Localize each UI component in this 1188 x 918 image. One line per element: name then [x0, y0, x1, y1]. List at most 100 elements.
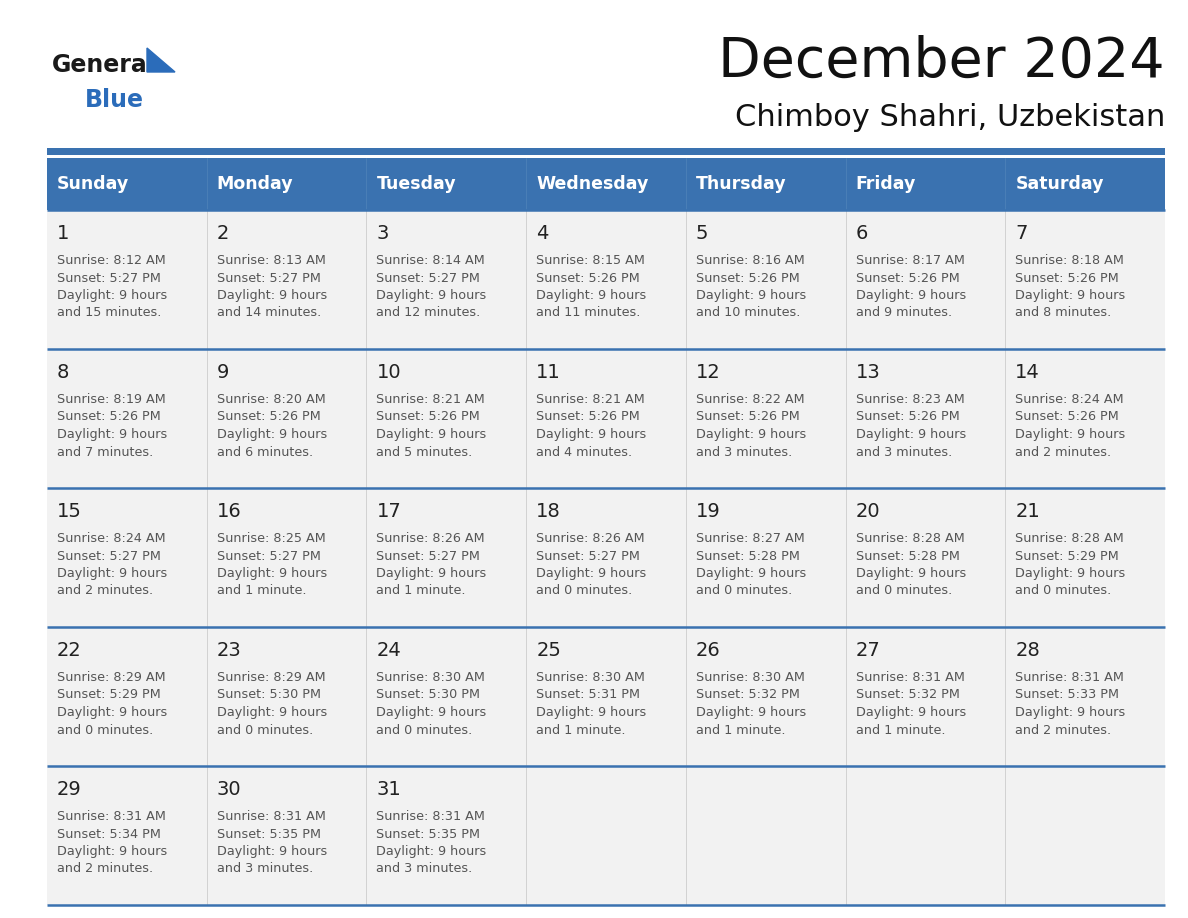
Bar [1005, 766, 1165, 905]
Text: Daylight: 9 hours: Daylight: 9 hours [57, 289, 168, 302]
Text: 8: 8 [57, 363, 69, 382]
Text: Sunrise: 8:30 AM: Sunrise: 8:30 AM [536, 671, 645, 684]
Text: 16: 16 [216, 502, 241, 521]
Text: Sunrise: 8:21 AM: Sunrise: 8:21 AM [536, 393, 645, 406]
Bar [685, 627, 846, 766]
Text: Daylight: 9 hours: Daylight: 9 hours [536, 289, 646, 302]
Text: Sunset: 5:30 PM: Sunset: 5:30 PM [377, 688, 480, 701]
Text: Sunrise: 8:13 AM: Sunrise: 8:13 AM [216, 254, 326, 267]
Text: 17: 17 [377, 502, 402, 521]
Text: 18: 18 [536, 502, 561, 521]
Text: Sunrise: 8:20 AM: Sunrise: 8:20 AM [216, 393, 326, 406]
Text: Sunrise: 8:24 AM: Sunrise: 8:24 AM [1016, 393, 1124, 406]
Text: Daylight: 9 hours: Daylight: 9 hours [855, 289, 966, 302]
Text: Sunrise: 8:19 AM: Sunrise: 8:19 AM [57, 393, 166, 406]
Text: Sunset: 5:26 PM: Sunset: 5:26 PM [57, 410, 160, 423]
Text: Daylight: 9 hours: Daylight: 9 hours [1016, 567, 1125, 580]
Text: Daylight: 9 hours: Daylight: 9 hours [536, 706, 646, 719]
Text: Blue: Blue [86, 88, 144, 112]
Text: and 0 minutes.: and 0 minutes. [57, 723, 153, 736]
Text: 13: 13 [855, 363, 880, 382]
Bar [366, 766, 526, 905]
Text: and 10 minutes.: and 10 minutes. [696, 307, 801, 319]
Text: Sunset: 5:35 PM: Sunset: 5:35 PM [377, 827, 480, 841]
Text: and 6 minutes.: and 6 minutes. [216, 445, 312, 458]
Text: Sunrise: 8:28 AM: Sunrise: 8:28 AM [855, 532, 965, 545]
Text: Sunrise: 8:27 AM: Sunrise: 8:27 AM [696, 532, 804, 545]
Bar [207, 349, 366, 488]
Text: 3: 3 [377, 224, 388, 243]
Bar [48, 148, 1165, 155]
Text: Sunrise: 8:31 AM: Sunrise: 8:31 AM [57, 810, 166, 823]
Text: Sunrise: 8:22 AM: Sunrise: 8:22 AM [696, 393, 804, 406]
Text: Sunset: 5:29 PM: Sunset: 5:29 PM [1016, 550, 1119, 563]
Text: Sunset: 5:29 PM: Sunset: 5:29 PM [57, 688, 160, 701]
Text: Sunday: Sunday [57, 175, 129, 193]
Text: Sunset: 5:26 PM: Sunset: 5:26 PM [1016, 272, 1119, 285]
Text: 29: 29 [57, 780, 82, 799]
Text: Sunrise: 8:26 AM: Sunrise: 8:26 AM [536, 532, 645, 545]
Bar [48, 158, 1165, 210]
Text: Sunrise: 8:12 AM: Sunrise: 8:12 AM [57, 254, 166, 267]
Text: 24: 24 [377, 641, 402, 660]
Text: and 1 minute.: and 1 minute. [855, 723, 946, 736]
Text: and 3 minutes.: and 3 minutes. [377, 863, 473, 876]
Text: Daylight: 9 hours: Daylight: 9 hours [855, 428, 966, 441]
Text: Sunrise: 8:18 AM: Sunrise: 8:18 AM [1016, 254, 1124, 267]
Text: and 2 minutes.: and 2 minutes. [1016, 723, 1112, 736]
Text: 25: 25 [536, 641, 561, 660]
Text: Sunset: 5:27 PM: Sunset: 5:27 PM [216, 272, 321, 285]
Text: 23: 23 [216, 641, 241, 660]
Text: Sunrise: 8:25 AM: Sunrise: 8:25 AM [216, 532, 326, 545]
Text: and 3 minutes.: and 3 minutes. [216, 863, 312, 876]
Text: Sunrise: 8:23 AM: Sunrise: 8:23 AM [855, 393, 965, 406]
Bar [48, 210, 207, 349]
Text: and 14 minutes.: and 14 minutes. [216, 307, 321, 319]
Text: and 2 minutes.: and 2 minutes. [57, 863, 153, 876]
Text: and 9 minutes.: and 9 minutes. [855, 307, 952, 319]
Text: General: General [52, 53, 156, 77]
Text: and 1 minute.: and 1 minute. [536, 723, 626, 736]
Text: 4: 4 [536, 224, 549, 243]
Text: and 7 minutes.: and 7 minutes. [57, 445, 153, 458]
Text: and 5 minutes.: and 5 minutes. [377, 445, 473, 458]
Text: and 15 minutes.: and 15 minutes. [57, 307, 162, 319]
Bar [685, 210, 846, 349]
Text: Daylight: 9 hours: Daylight: 9 hours [377, 845, 487, 858]
Text: Sunset: 5:27 PM: Sunset: 5:27 PM [536, 550, 640, 563]
Text: Sunset: 5:34 PM: Sunset: 5:34 PM [57, 827, 160, 841]
Bar [366, 627, 526, 766]
Text: Sunrise: 8:31 AM: Sunrise: 8:31 AM [216, 810, 326, 823]
Bar [207, 210, 366, 349]
Text: 14: 14 [1016, 363, 1040, 382]
Text: Sunrise: 8:29 AM: Sunrise: 8:29 AM [57, 671, 165, 684]
Text: Daylight: 9 hours: Daylight: 9 hours [216, 428, 327, 441]
Text: Sunrise: 8:21 AM: Sunrise: 8:21 AM [377, 393, 485, 406]
Text: Daylight: 9 hours: Daylight: 9 hours [696, 567, 807, 580]
Text: and 0 minutes.: and 0 minutes. [216, 723, 312, 736]
Bar [48, 766, 207, 905]
Text: Sunset: 5:26 PM: Sunset: 5:26 PM [696, 272, 800, 285]
Text: and 4 minutes.: and 4 minutes. [536, 445, 632, 458]
Text: 21: 21 [1016, 502, 1040, 521]
Text: 26: 26 [696, 641, 721, 660]
Text: Monday: Monday [216, 175, 293, 193]
Bar [1005, 349, 1165, 488]
Text: Daylight: 9 hours: Daylight: 9 hours [377, 289, 487, 302]
Text: Sunrise: 8:30 AM: Sunrise: 8:30 AM [696, 671, 804, 684]
Text: 12: 12 [696, 363, 721, 382]
Bar [1005, 488, 1165, 627]
Text: 28: 28 [1016, 641, 1040, 660]
Text: Sunrise: 8:26 AM: Sunrise: 8:26 AM [377, 532, 485, 545]
Bar [207, 488, 366, 627]
Bar [846, 349, 1005, 488]
Text: Daylight: 9 hours: Daylight: 9 hours [216, 706, 327, 719]
Text: Sunset: 5:32 PM: Sunset: 5:32 PM [696, 688, 800, 701]
Text: Daylight: 9 hours: Daylight: 9 hours [216, 845, 327, 858]
Text: 10: 10 [377, 363, 402, 382]
Text: Tuesday: Tuesday [377, 175, 456, 193]
Text: Wednesday: Wednesday [536, 175, 649, 193]
Text: Sunset: 5:27 PM: Sunset: 5:27 PM [377, 272, 480, 285]
Bar [685, 766, 846, 905]
Text: Daylight: 9 hours: Daylight: 9 hours [536, 567, 646, 580]
